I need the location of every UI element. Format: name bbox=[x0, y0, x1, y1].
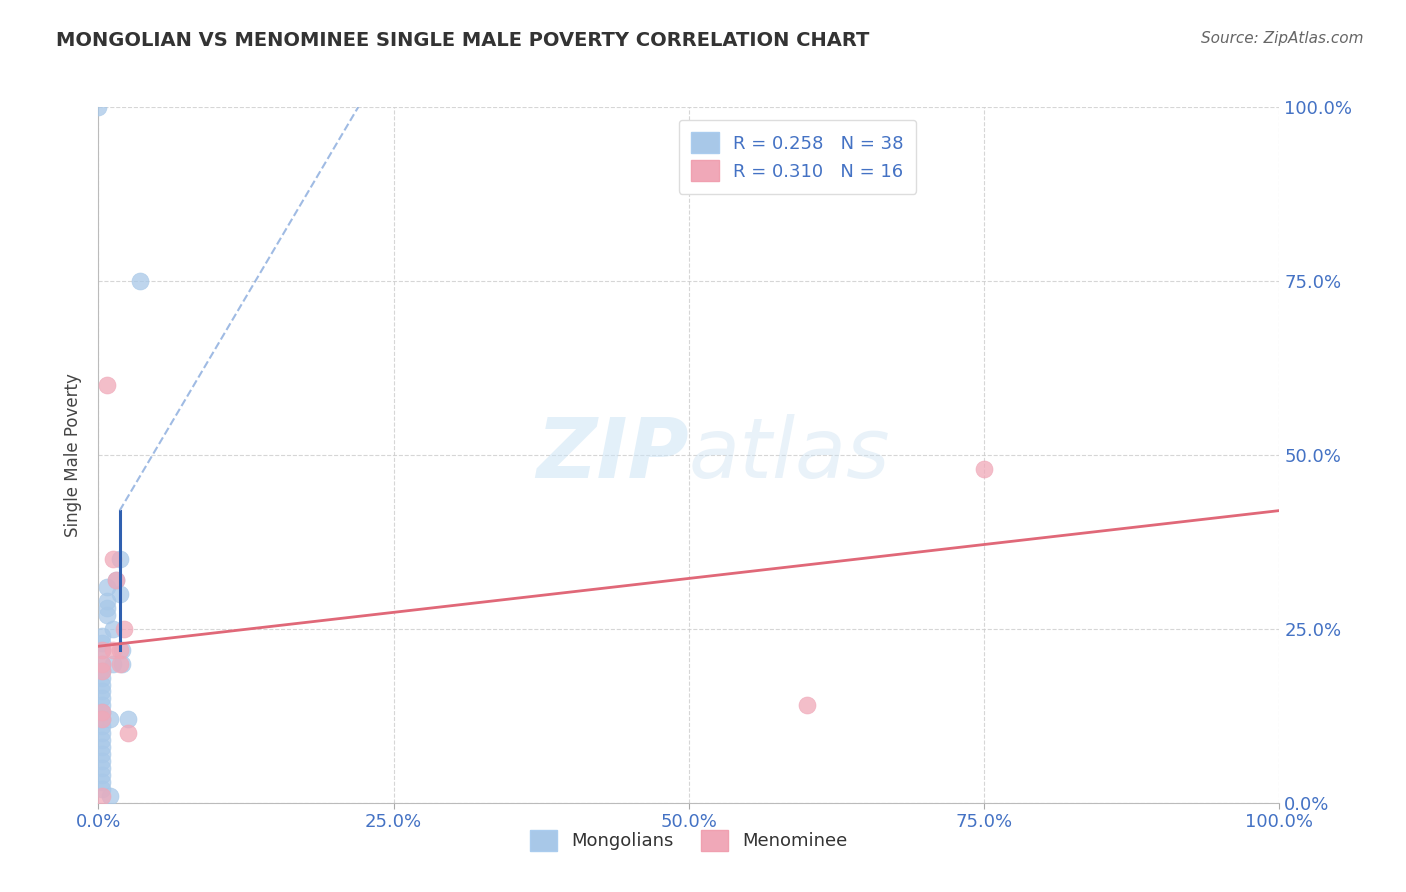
Point bbox=[91, 657, 114, 671]
Point bbox=[91, 712, 114, 726]
Point bbox=[91, 664, 114, 678]
Point bbox=[108, 587, 131, 601]
Point bbox=[91, 636, 114, 650]
Point bbox=[91, 642, 114, 657]
Point bbox=[101, 657, 124, 671]
Text: atlas: atlas bbox=[689, 415, 890, 495]
Point bbox=[91, 768, 114, 782]
Point bbox=[91, 740, 114, 755]
Point bbox=[91, 664, 114, 678]
Point bbox=[91, 698, 114, 713]
Point bbox=[128, 274, 150, 288]
Point bbox=[105, 573, 128, 587]
Point bbox=[91, 747, 114, 761]
Point bbox=[91, 719, 114, 733]
Point bbox=[91, 706, 114, 720]
Point bbox=[91, 789, 114, 803]
Y-axis label: Single Male Poverty: Single Male Poverty bbox=[65, 373, 83, 537]
Point bbox=[91, 754, 114, 768]
Point bbox=[105, 573, 128, 587]
Point bbox=[117, 712, 139, 726]
Point bbox=[101, 642, 124, 657]
Point bbox=[96, 601, 118, 615]
Point bbox=[96, 607, 118, 622]
Point bbox=[101, 552, 124, 566]
Point bbox=[91, 775, 114, 789]
Point bbox=[96, 378, 118, 392]
Point bbox=[91, 684, 114, 698]
Point bbox=[117, 726, 139, 740]
Point bbox=[91, 712, 114, 726]
Point bbox=[91, 781, 114, 796]
Point bbox=[112, 622, 135, 636]
Text: Source: ZipAtlas.com: Source: ZipAtlas.com bbox=[1201, 31, 1364, 46]
Point bbox=[108, 642, 131, 657]
Point bbox=[98, 712, 121, 726]
Text: ZIP: ZIP bbox=[536, 415, 689, 495]
Point bbox=[91, 671, 114, 685]
Point bbox=[87, 100, 110, 114]
Point bbox=[111, 642, 134, 657]
Point bbox=[108, 657, 131, 671]
Point bbox=[91, 677, 114, 691]
Legend: Mongolians, Menominee: Mongolians, Menominee bbox=[517, 817, 860, 863]
Point bbox=[91, 657, 114, 671]
Point bbox=[91, 733, 114, 747]
Point bbox=[91, 642, 114, 657]
Point bbox=[101, 622, 124, 636]
Point bbox=[91, 726, 114, 740]
Point bbox=[91, 706, 114, 720]
Point bbox=[973, 462, 995, 476]
Point bbox=[96, 580, 118, 594]
Text: MONGOLIAN VS MENOMINEE SINGLE MALE POVERTY CORRELATION CHART: MONGOLIAN VS MENOMINEE SINGLE MALE POVER… bbox=[56, 31, 870, 50]
Point bbox=[91, 691, 114, 706]
Point bbox=[108, 552, 131, 566]
Point bbox=[98, 789, 121, 803]
Point bbox=[91, 761, 114, 775]
Point bbox=[96, 594, 118, 608]
Point bbox=[796, 698, 818, 713]
Point bbox=[91, 629, 114, 643]
Point bbox=[111, 657, 134, 671]
